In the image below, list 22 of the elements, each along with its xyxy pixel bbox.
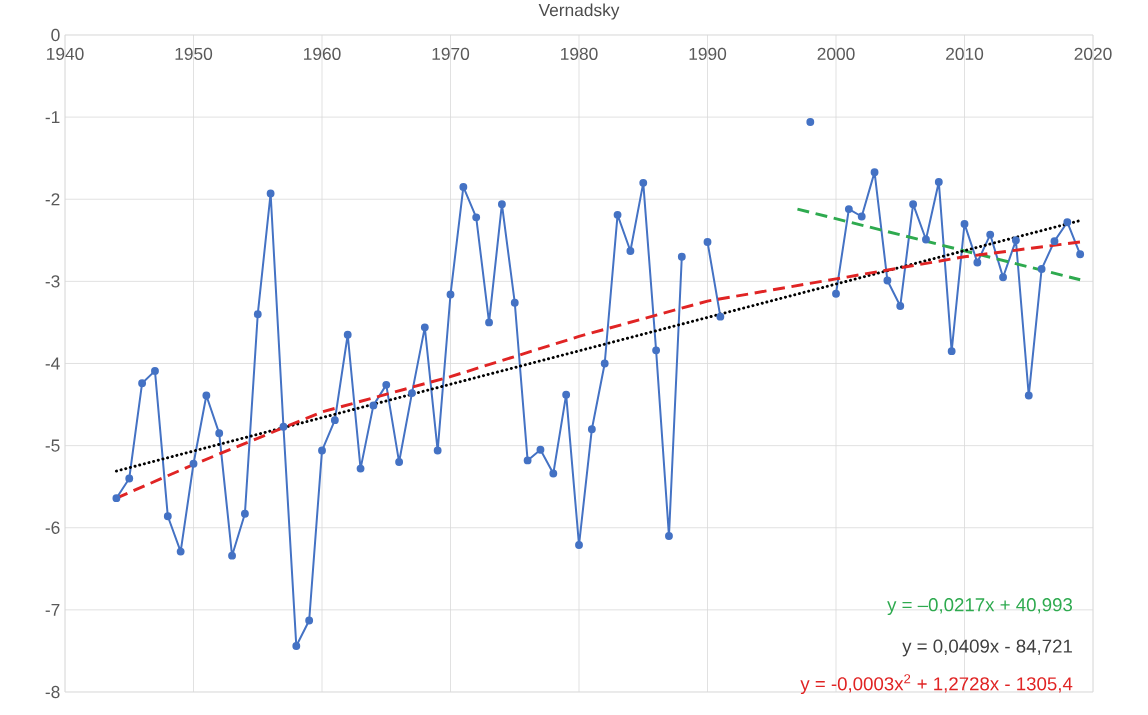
x-tick-label: 1990 [689, 47, 727, 60]
x-tick-label: 2010 [946, 47, 984, 60]
x-tick-label: 1950 [175, 47, 213, 60]
annotation: y = -0,0003x$^{2}$ + 1,2728x - 1305,4 [800, 674, 1073, 695]
x-tick-label: 1970 [432, 47, 470, 60]
y-tick-label: -1 [45, 111, 60, 124]
x-tick-label: 1940 [47, 47, 84, 60]
x-tick-label: 2020 [1074, 47, 1112, 60]
x-tick-label: 2000 [817, 47, 855, 60]
y-tick-label: -2 [45, 193, 60, 206]
y-tick-label: -5 [45, 439, 60, 452]
annotation: y = 0,0409x - 84,721 [902, 639, 1072, 657]
y-tick-label: -3 [45, 275, 60, 288]
x-tick-label: 1980 [561, 47, 598, 60]
x-tick-label: 1960 [304, 47, 341, 60]
chart-title: Vernadsky [538, 3, 620, 20]
y-tick-label: -6 [45, 521, 60, 534]
y-tick-label: 0 [51, 28, 60, 42]
y-tick-label: -8 [45, 685, 60, 699]
y-tick-label: -7 [45, 603, 60, 616]
y-tick-label: -4 [45, 357, 60, 370]
annotation: y = –0,0217x + 40,993 [887, 598, 1073, 616]
